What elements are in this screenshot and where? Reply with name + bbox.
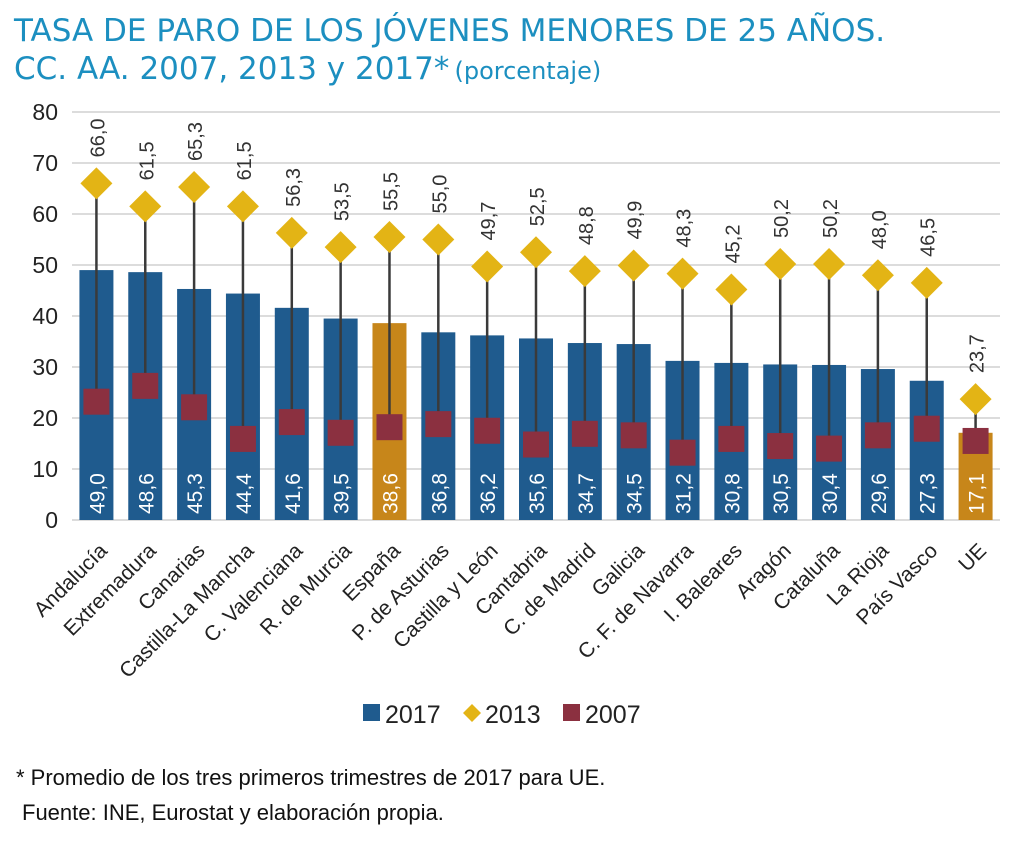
y-tick-label: 10: [32, 456, 58, 482]
marker-2013: [764, 247, 797, 280]
y-tick-label: 60: [32, 201, 58, 227]
marker-2013: [471, 250, 504, 283]
source-note: Fuente: INE, Eurostat y elaboración prop…: [22, 800, 444, 825]
title-units: (porcentaje): [454, 57, 602, 86]
label-2017: 34,7: [575, 473, 598, 514]
legend-label-2017: 2017: [385, 701, 441, 729]
label-2013: 53,5: [332, 182, 354, 221]
marker-2013: [178, 170, 211, 203]
label-2017: 49,0: [86, 473, 109, 514]
y-tick-label: 80: [32, 99, 58, 125]
marker-2007: [278, 409, 305, 436]
label-2013: 46,5: [918, 218, 940, 257]
label-2017: 30,8: [721, 473, 744, 514]
label-2013: 49,7: [478, 202, 500, 241]
marker-2007: [816, 435, 843, 462]
marker-2013: [373, 220, 406, 253]
label-2017: 36,2: [477, 473, 500, 514]
label-2013: 49,9: [625, 201, 647, 240]
marker-2013: [129, 190, 162, 223]
label-2013: 55,5: [380, 172, 402, 211]
marker-2013: [520, 236, 552, 269]
label-2017: 45,3: [184, 473, 207, 514]
marker-2007: [474, 417, 501, 444]
label-2017: 30,5: [770, 473, 793, 514]
label-2013: 61,5: [234, 141, 256, 180]
label-2013: 23,7: [967, 334, 989, 373]
legend-marker-2017: [363, 704, 380, 721]
marker-2007: [83, 388, 110, 415]
footnote: * Promedio de los tres primeros trimestr…: [16, 765, 606, 790]
label-2013: 48,8: [576, 206, 598, 245]
marker-2007: [181, 394, 208, 421]
label-2017: 29,6: [868, 473, 891, 514]
legend-marker-2013: [463, 704, 481, 722]
label-2013: 50,2: [820, 199, 842, 238]
label-2013: 55,0: [429, 175, 451, 214]
legend-label-2007: 2007: [585, 701, 641, 729]
label-2017: 31,2: [673, 473, 696, 514]
marker-2007: [620, 422, 647, 449]
y-tick-label: 20: [32, 405, 58, 431]
marker-2013: [568, 255, 601, 288]
marker-2007: [229, 425, 256, 452]
marker-2013: [226, 190, 259, 223]
marker-2013: [275, 216, 308, 249]
marker-2013: [959, 383, 992, 416]
label-2013: 50,2: [771, 199, 793, 238]
label-2013: 48,3: [674, 209, 696, 248]
marker-2013: [666, 257, 699, 290]
label-2017: 48,6: [135, 473, 158, 514]
y-tick-label: 70: [32, 150, 58, 176]
title-line-1: TASA DE PARO DE LOS JÓVENES MENORES DE 2…: [14, 13, 886, 49]
y-tick-label: 50: [32, 252, 58, 278]
label-2017: 39,5: [331, 473, 354, 514]
marker-2007: [669, 439, 696, 466]
label-2013: 52,5: [527, 187, 549, 226]
marker-2007: [132, 372, 159, 399]
label-2017: 36,8: [428, 473, 451, 514]
label-2017: 41,6: [282, 473, 305, 514]
marker-2013: [910, 266, 943, 299]
marker-2013: [715, 273, 748, 306]
marker-2007: [913, 415, 940, 442]
marker-2007: [523, 431, 549, 458]
y-tick-label: 40: [32, 303, 58, 329]
label-2013: 66,0: [87, 118, 109, 157]
label-2013: 45,2: [722, 225, 744, 264]
title-line-2: CC. AA. 2007, 2013 y 2017*: [14, 51, 450, 88]
label-2017: 38,6: [379, 473, 402, 514]
marker-2007: [962, 427, 989, 454]
marker-2013: [813, 247, 846, 280]
y-tick-label: 0: [45, 507, 58, 533]
label-2017: 17,1: [966, 473, 989, 514]
marker-2007: [376, 414, 403, 441]
category-label: UE: [954, 539, 991, 576]
label-2017: 27,3: [917, 473, 940, 514]
marker-2013: [422, 223, 455, 256]
marker-2013: [324, 231, 357, 264]
marker-2013: [617, 249, 650, 282]
legend-label-2013: 2013: [485, 701, 541, 729]
marker-2013: [80, 167, 113, 200]
marker-2007: [718, 425, 745, 452]
marker-2007: [767, 433, 794, 460]
label-2017: 35,6: [526, 473, 549, 514]
label-2013: 65,3: [185, 122, 207, 161]
marker-2013: [861, 259, 894, 292]
label-2013: 48,0: [869, 210, 891, 249]
legend-marker-2007: [563, 704, 580, 721]
marker-2007: [864, 422, 891, 449]
chart-title: TASA DE PARO DE LOS JÓVENES MENORES DE 2…: [14, 12, 885, 89]
label-2013: 61,5: [136, 141, 158, 180]
label-2017: 30,4: [819, 473, 842, 514]
marker-2007: [425, 411, 452, 438]
y-tick-label: 30: [32, 354, 58, 380]
marker-2007: [327, 419, 354, 446]
label-2013: 56,3: [283, 168, 305, 207]
bar-chart: 0102030405060708066,049,0Andalucía61,548…: [30, 99, 1000, 729]
marker-2007: [571, 420, 598, 447]
label-2017: 34,5: [624, 473, 647, 514]
label-2017: 44,4: [233, 473, 256, 514]
